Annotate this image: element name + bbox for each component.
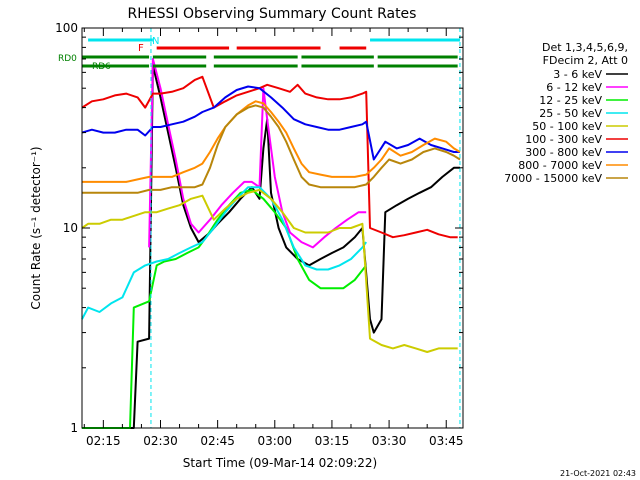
legend-entry-label: 25 - 50 keV [539, 107, 602, 120]
series-line-1 [82, 64, 460, 429]
flag-label-rd0: RD0 [58, 54, 77, 64]
legend: Det 1,3,4,5,6,9, FDecim 2, Att 0 3 - 6 k… [504, 41, 628, 185]
legend-header-line-2: FDecim 2, Att 0 [543, 54, 628, 67]
flag-label-n: N [152, 36, 159, 47]
x-axis: 02:15 02:30 02:45 03:00 03:15 03:30 03:45 [83, 28, 464, 448]
legend-entry-label: 800 - 7000 keV [518, 159, 602, 172]
x-tick-label: 02:30 [143, 434, 178, 448]
legend-entry-label: 6 - 12 keV [546, 81, 602, 94]
series-line-6 [81, 75, 458, 239]
legend-entry-label: 12 - 25 keV [539, 94, 602, 107]
flag-layer [82, 28, 461, 428]
x-tick-label: 03:30 [372, 434, 407, 448]
series-line-7 [81, 85, 460, 161]
legend-entry-label: 300 - 800 keV [525, 146, 602, 159]
x-tick-label: 03:15 [315, 434, 350, 448]
series-line-2 [148, 58, 367, 249]
chart-title: RHESSI Observing Summary Count Rates [128, 6, 417, 22]
y-axis: 1 10 100 [55, 21, 463, 435]
y-tick-label: 100 [55, 21, 78, 35]
legend-header-line-1: Det 1,3,4,5,6,9, [542, 41, 628, 54]
legend-entry-label: 100 - 300 keV [525, 133, 602, 146]
series-line-9 [82, 104, 461, 194]
x-axis-label: Start Time (09-Mar-14 02:09:22) [183, 456, 377, 470]
series-line-8 [82, 100, 461, 183]
series-line-5 [81, 188, 458, 353]
series-line-3 [82, 188, 367, 429]
x-tick-label: 02:15 [86, 434, 121, 448]
x-tick-label: 03:00 [257, 434, 292, 448]
flag-label-rd6: RD6 [92, 62, 111, 72]
footer-date: 21-Oct-2021 02:43 [560, 469, 636, 478]
x-tick-label: 02:45 [200, 434, 235, 448]
legend-entry-label: 3 - 6 keV [553, 68, 602, 81]
legend-entry-label: 7000 - 15000 keV [504, 172, 602, 185]
series-line-4 [81, 186, 368, 320]
legend-entry-label: 50 - 100 keV [532, 120, 602, 133]
x-tick-label: 03:45 [429, 434, 464, 448]
y-tick-label: 1 [70, 421, 78, 435]
y-axis-label: Count Rate (s⁻¹ detector⁻¹) [29, 146, 43, 309]
flag-label-f: F [138, 43, 144, 54]
series-layer [81, 58, 461, 429]
y-tick-label: 10 [63, 221, 78, 235]
